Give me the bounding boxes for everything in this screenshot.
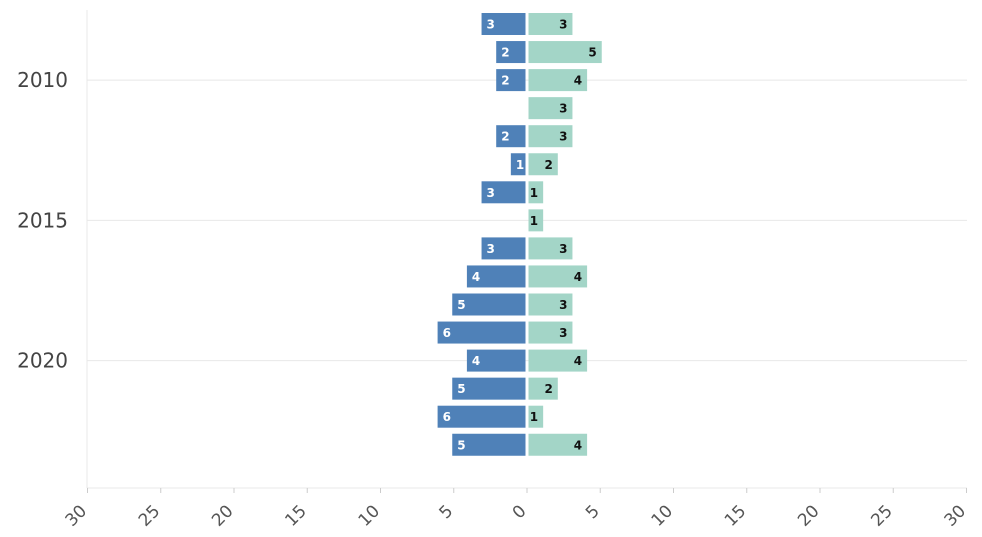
right-bar-value-label: 3	[559, 130, 567, 144]
x-tick-label: 15	[721, 501, 750, 530]
right-bar-value-label: 1	[530, 214, 538, 228]
right-bar	[528, 209, 544, 232]
x-tick-label: 15	[281, 501, 310, 530]
left-bar-value-label: 3	[487, 18, 495, 32]
x-tick-label: 30	[62, 501, 91, 530]
right-bar-value-label: 5	[588, 46, 596, 60]
x-tick-label: 25	[135, 501, 164, 530]
right-bar	[528, 41, 602, 64]
grid-layer	[86, 10, 967, 489]
x-tick-label: 20	[794, 501, 823, 530]
right-bar	[528, 293, 573, 316]
x-tick-label: 5	[582, 501, 604, 523]
right-bar	[528, 433, 588, 456]
right-bar	[528, 153, 558, 176]
left-bar	[437, 321, 526, 344]
right-bar-value-label: 3	[559, 326, 567, 340]
right-bar	[528, 237, 573, 260]
left-bar	[452, 377, 526, 400]
left-bar-value-label: 3	[487, 186, 495, 200]
left-bar	[437, 405, 526, 428]
left-bar-value-label: 3	[487, 242, 495, 256]
left-bar-value-label: 6	[443, 410, 451, 424]
right-bar-value-label: 4	[574, 270, 582, 284]
left-bar	[496, 41, 526, 64]
x-tick-label: 10	[648, 501, 677, 530]
right-bar-value-label: 1	[530, 410, 538, 424]
x-tick-label: 10	[355, 501, 384, 530]
right-bar-value-label: 4	[574, 354, 582, 368]
right-bar	[528, 377, 558, 400]
right-bar-value-label: 4	[574, 74, 582, 88]
right-bar-value-label: 2	[544, 158, 552, 172]
bars-layer: 3 32 52 432 31 23 113 34 45 36 34 45 26 15 4	[437, 13, 602, 456]
x-tick-label: 5	[435, 501, 457, 523]
right-bar	[528, 265, 588, 288]
left-bar	[481, 237, 526, 260]
left-bar	[466, 349, 526, 372]
right-bar-value-label: 3	[559, 18, 567, 32]
left-bar-value-label: 1	[516, 158, 524, 172]
right-bar-value-label: 3	[559, 298, 567, 312]
y-tick-label: 2015	[17, 208, 68, 232]
left-bar-value-label: 6	[443, 326, 451, 340]
right-bar	[528, 181, 544, 204]
right-bar	[528, 13, 573, 35]
right-bar	[528, 69, 588, 92]
left-bar-value-label: 2	[501, 130, 509, 144]
x-tick-label: 30	[941, 501, 970, 530]
left-bar	[481, 181, 526, 204]
left-bar	[452, 433, 526, 456]
x-tick-label: 0	[509, 501, 531, 523]
right-bar	[528, 349, 588, 372]
right-bar-value-label: 1	[530, 186, 538, 200]
left-bar-value-label: 5	[457, 438, 465, 452]
right-bar-value-label: 3	[559, 102, 567, 116]
left-bar-value-label: 2	[501, 46, 509, 60]
right-bar	[528, 321, 573, 344]
left-bar-value-label: 2	[501, 74, 509, 88]
x-tick-label: 25	[867, 501, 896, 530]
y-tick-label: 2020	[17, 349, 68, 373]
right-bar	[528, 97, 573, 120]
right-bar	[528, 125, 573, 148]
left-bar-value-label: 5	[457, 382, 465, 396]
x-tick-label: 20	[208, 501, 237, 530]
left-bar-value-label: 4	[472, 270, 480, 284]
left-bar	[452, 293, 526, 316]
left-bar	[496, 125, 526, 148]
left-bar	[496, 69, 526, 92]
y-tick-label: 2010	[17, 68, 68, 92]
left-bar	[466, 265, 526, 288]
right-bar-value-label: 4	[574, 438, 582, 452]
right-bar-value-label: 3	[559, 242, 567, 256]
left-bar	[481, 13, 526, 35]
right-bar-value-label: 2	[544, 382, 552, 396]
left-bar	[510, 153, 526, 176]
right-bar	[528, 405, 544, 428]
left-bar-value-label: 5	[457, 298, 465, 312]
left-bar-value-label: 4	[472, 354, 480, 368]
